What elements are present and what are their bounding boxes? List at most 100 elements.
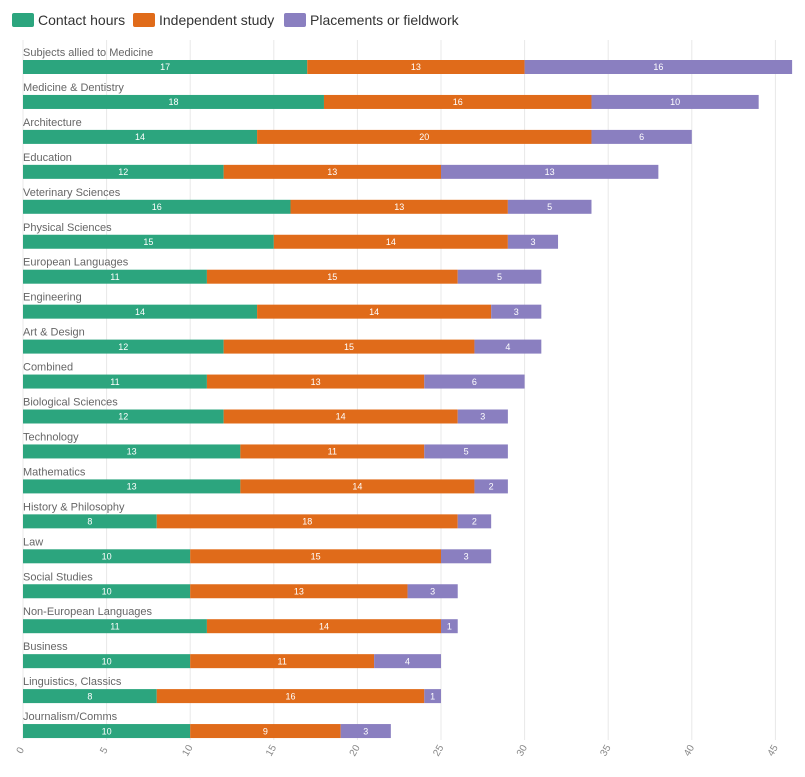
bar-segment[interactable] — [507, 234, 559, 249]
bar-segment[interactable] — [23, 689, 157, 704]
bar-segment[interactable] — [23, 514, 157, 529]
bar-segment[interactable] — [491, 304, 542, 319]
category-row: Business 10 11 4 — [23, 641, 441, 669]
category-row: Mathematics 13 14 2 — [23, 466, 508, 494]
bar-segment[interactable] — [307, 60, 525, 74]
bar-segment[interactable] — [206, 269, 458, 284]
bar-segment[interactable] — [23, 479, 241, 494]
bar-segment[interactable] — [23, 60, 308, 74]
bar-segment[interactable] — [424, 444, 508, 459]
data-label: 10 — [102, 656, 112, 666]
data-label: 14 — [135, 307, 145, 317]
bar-segment[interactable] — [23, 129, 258, 144]
legend-item[interactable]: Placements or fieldwork — [284, 12, 460, 28]
bar-segment[interactable] — [290, 199, 508, 214]
bar-segment[interactable] — [591, 129, 692, 144]
bar-segment[interactable] — [156, 514, 458, 529]
bar-segment[interactable] — [323, 94, 592, 109]
x-tick-label: 25 — [431, 743, 446, 759]
bar-segment[interactable] — [457, 269, 542, 284]
data-label: 16 — [653, 62, 663, 72]
data-label: 3 — [363, 726, 368, 736]
category-label: Biological Sciences — [23, 397, 118, 409]
data-label: 2 — [489, 482, 494, 492]
bar-segment[interactable] — [206, 619, 441, 634]
bar-segment[interactable] — [23, 269, 207, 284]
data-label: 20 — [419, 132, 429, 142]
bar-segment[interactable] — [424, 374, 525, 389]
category-row: Education 12 13 13 — [23, 152, 659, 179]
category-row: Combined 11 13 6 — [23, 362, 525, 389]
bar-segment[interactable] — [23, 619, 207, 634]
bar-segment[interactable] — [23, 654, 191, 669]
bar-segment[interactable] — [156, 689, 425, 704]
bar-segment[interactable] — [23, 199, 291, 214]
category-label: Combined — [23, 362, 73, 374]
bar-segment[interactable] — [223, 339, 475, 354]
bar-segment[interactable] — [223, 164, 441, 179]
bar-segment[interactable] — [23, 549, 191, 564]
bar-segment[interactable] — [474, 479, 508, 494]
grid-lines — [22, 40, 776, 740]
bar-segment[interactable] — [257, 304, 492, 319]
bar-segment[interactable] — [23, 374, 207, 389]
category-label: Art & Design — [23, 327, 85, 339]
bar-segment[interactable] — [441, 164, 659, 179]
bar-segment[interactable] — [23, 304, 258, 319]
category-row: Veterinary Sciences 16 13 5 — [23, 187, 592, 214]
legend-item[interactable]: Independent study — [133, 12, 274, 28]
bar-segment[interactable] — [223, 409, 458, 424]
data-label: 15 — [327, 272, 337, 282]
legend-swatch — [133, 13, 155, 27]
data-label: 11 — [110, 377, 119, 387]
bar-segment[interactable] — [441, 549, 492, 564]
category-row: Non-European Languages 11 14 1 — [23, 606, 458, 634]
bar-segment[interactable] — [190, 654, 375, 669]
category-label: History & Philosophy — [23, 501, 125, 513]
data-label: 13 — [394, 202, 404, 212]
bar-segment[interactable] — [240, 479, 475, 494]
bar-segment[interactable] — [273, 234, 508, 249]
bar-segment[interactable] — [441, 619, 458, 634]
data-label: 13 — [411, 62, 421, 72]
bar-segment[interactable] — [407, 584, 458, 599]
legend-item[interactable]: Contact hours — [12, 12, 125, 28]
data-label: 6 — [472, 377, 477, 387]
bar-segment[interactable] — [206, 374, 425, 389]
data-label: 14 — [369, 307, 379, 317]
data-label: 5 — [547, 202, 552, 212]
bar-segment[interactable] — [23, 164, 224, 179]
bar-segment[interactable] — [240, 444, 425, 459]
bar-segment[interactable] — [23, 724, 191, 739]
bar-segment[interactable] — [190, 584, 408, 599]
bar-segment[interactable] — [23, 339, 224, 354]
data-label: 6 — [639, 132, 644, 142]
bar-segment[interactable] — [23, 94, 324, 109]
bar-segment[interactable] — [23, 234, 274, 249]
bar-segment[interactable] — [424, 689, 441, 704]
category-row: Physical Sciences 15 14 3 — [23, 222, 559, 249]
category-row: Medicine & Dentistry 18 16 10 — [23, 82, 759, 109]
bar-segment[interactable] — [474, 339, 542, 354]
bar-segment[interactable] — [457, 409, 508, 424]
category-row: Social Studies 10 13 3 — [23, 571, 458, 599]
bar-segment[interactable] — [591, 94, 759, 109]
category-label: Non-European Languages — [23, 606, 153, 618]
bar-segment[interactable] — [190, 549, 441, 564]
data-label: 10 — [670, 97, 680, 107]
category-label: Medicine & Dentistry — [23, 82, 124, 94]
category-label: Technology — [23, 431, 79, 443]
bar-segment[interactable] — [340, 724, 391, 739]
bar-segment[interactable] — [23, 584, 191, 599]
data-label: 15 — [143, 237, 153, 247]
bar-segment[interactable] — [23, 409, 224, 424]
bar-segment[interactable] — [507, 199, 592, 214]
bar-segment[interactable] — [190, 724, 341, 739]
bar-segment[interactable] — [374, 654, 441, 669]
data-label: 9 — [263, 726, 268, 736]
data-label: 12 — [118, 167, 128, 177]
bar-segment[interactable] — [23, 444, 241, 459]
bar-segment[interactable] — [524, 60, 793, 74]
bar-segment[interactable] — [257, 129, 592, 144]
bar-segment[interactable] — [457, 514, 492, 529]
